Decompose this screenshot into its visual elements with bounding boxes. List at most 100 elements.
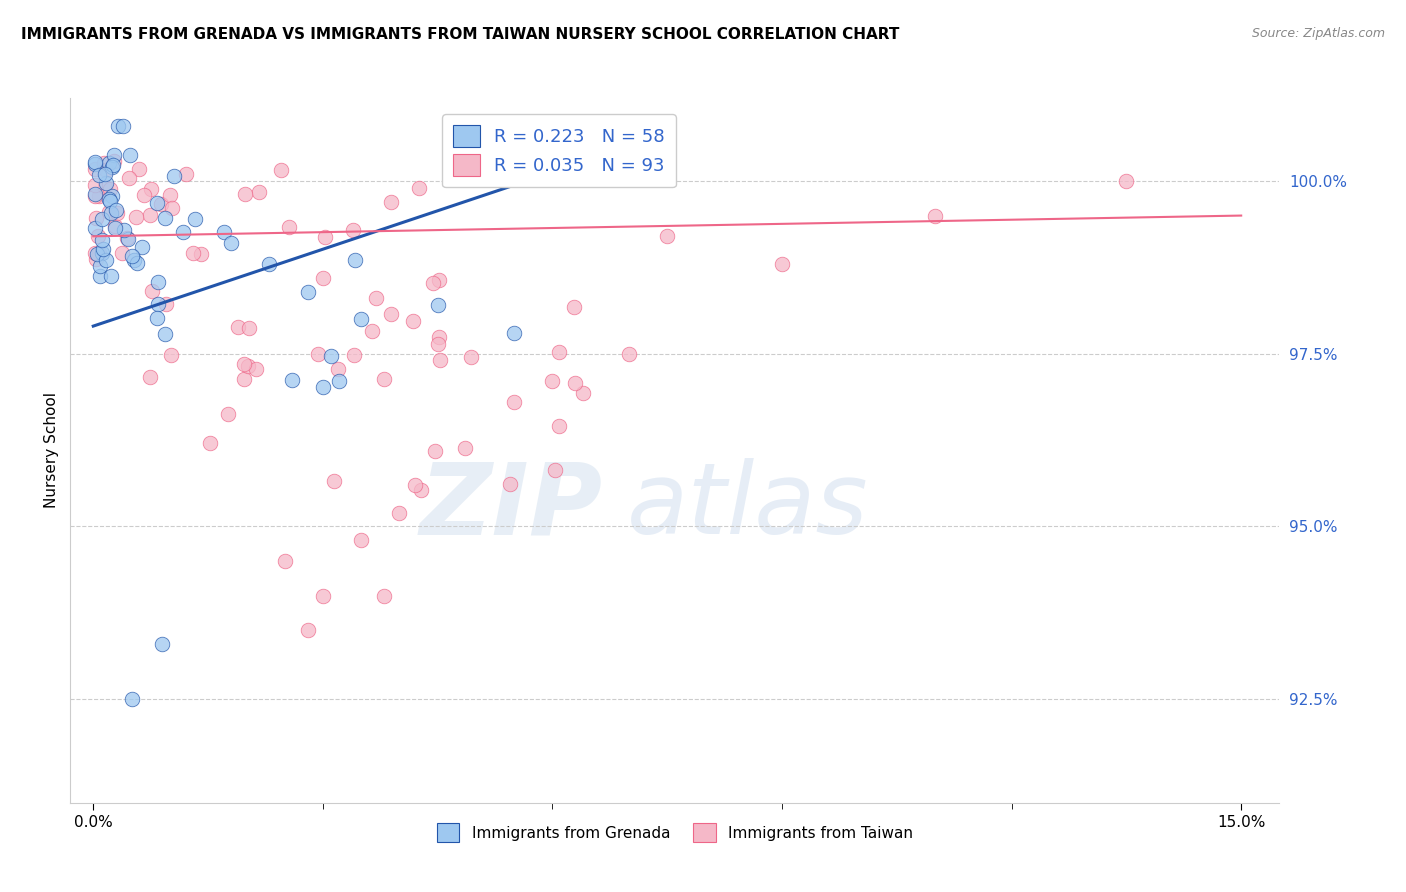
- Point: [503, 395, 526, 409]
- Point: [117, 231, 139, 245]
- Point: [350, 312, 373, 326]
- Point: [233, 372, 256, 386]
- Point: [190, 246, 212, 260]
- Point: [153, 211, 176, 226]
- Point: [122, 253, 145, 268]
- Point: [93, 156, 115, 170]
- Point: [312, 271, 335, 285]
- Point: [426, 336, 449, 351]
- Point: [87, 228, 110, 243]
- Point: [100, 269, 122, 284]
- Point: [326, 362, 349, 376]
- Point: [297, 623, 319, 637]
- Point: [364, 291, 387, 305]
- Point: [89, 268, 111, 283]
- Point: [89, 259, 111, 273]
- Y-axis label: Nursery School: Nursery School: [44, 392, 59, 508]
- Point: [159, 188, 181, 202]
- Point: [118, 171, 141, 186]
- Point: [344, 252, 367, 267]
- Point: [423, 444, 446, 458]
- Point: [103, 221, 125, 235]
- Point: [83, 246, 105, 260]
- Point: [342, 223, 364, 237]
- Point: [101, 189, 124, 203]
- Point: [361, 324, 384, 338]
- Point: [107, 119, 129, 133]
- Point: [322, 474, 344, 488]
- Point: [105, 203, 128, 218]
- Point: [94, 163, 117, 178]
- Point: [657, 229, 679, 244]
- Point: [343, 348, 366, 362]
- Point: [236, 359, 259, 374]
- Point: [83, 154, 105, 169]
- Point: [160, 201, 183, 215]
- Point: [278, 220, 301, 235]
- Point: [84, 186, 107, 201]
- Point: [273, 554, 295, 568]
- Point: [84, 221, 107, 235]
- Point: [160, 348, 183, 362]
- Point: [101, 160, 124, 174]
- Point: [86, 246, 108, 260]
- Point: [314, 229, 336, 244]
- Point: [245, 362, 267, 376]
- Point: [93, 242, 115, 256]
- Point: [380, 194, 402, 209]
- Point: [100, 182, 122, 196]
- Text: atlas: atlas: [627, 458, 868, 556]
- Point: [90, 245, 112, 260]
- Point: [219, 236, 242, 251]
- Text: Source: ZipAtlas.com: Source: ZipAtlas.com: [1251, 27, 1385, 40]
- Point: [94, 177, 117, 191]
- Point: [238, 320, 260, 334]
- Point: [155, 297, 177, 311]
- Point: [184, 211, 207, 226]
- Point: [350, 533, 373, 548]
- Point: [297, 285, 319, 299]
- Point: [111, 245, 134, 260]
- Point: [128, 162, 150, 177]
- Point: [121, 249, 143, 263]
- Text: ZIP: ZIP: [419, 458, 602, 556]
- Point: [83, 189, 105, 203]
- Point: [562, 300, 585, 314]
- Point: [111, 119, 134, 133]
- Point: [404, 478, 426, 492]
- Point: [94, 167, 117, 181]
- Point: [153, 326, 176, 341]
- Point: [125, 210, 148, 224]
- Point: [150, 197, 173, 211]
- Point: [174, 168, 197, 182]
- Point: [408, 180, 430, 194]
- Point: [120, 148, 142, 162]
- Point: [141, 182, 163, 196]
- Point: [401, 313, 423, 327]
- Point: [91, 211, 114, 226]
- Point: [112, 223, 135, 237]
- Point: [105, 206, 128, 220]
- Point: [89, 169, 111, 183]
- Point: [125, 255, 148, 269]
- Point: [103, 153, 125, 168]
- Point: [100, 206, 122, 220]
- Point: [98, 194, 121, 209]
- Point: [1115, 174, 1137, 188]
- Point: [84, 157, 107, 171]
- Legend: Immigrants from Grenada, Immigrants from Taiwan: Immigrants from Grenada, Immigrants from…: [430, 817, 920, 848]
- Point: [770, 257, 793, 271]
- Point: [181, 245, 204, 260]
- Point: [150, 637, 173, 651]
- Point: [409, 483, 432, 497]
- Point: [312, 380, 335, 394]
- Point: [429, 353, 451, 368]
- Point: [460, 351, 482, 365]
- Point: [214, 225, 236, 239]
- Point: [247, 185, 270, 199]
- Point: [924, 209, 946, 223]
- Point: [97, 155, 120, 169]
- Point: [388, 506, 411, 520]
- Point: [90, 233, 112, 247]
- Text: IMMIGRANTS FROM GRENADA VS IMMIGRANTS FROM TAIWAN NURSERY SCHOOL CORRELATION CHA: IMMIGRANTS FROM GRENADA VS IMMIGRANTS FR…: [21, 27, 900, 42]
